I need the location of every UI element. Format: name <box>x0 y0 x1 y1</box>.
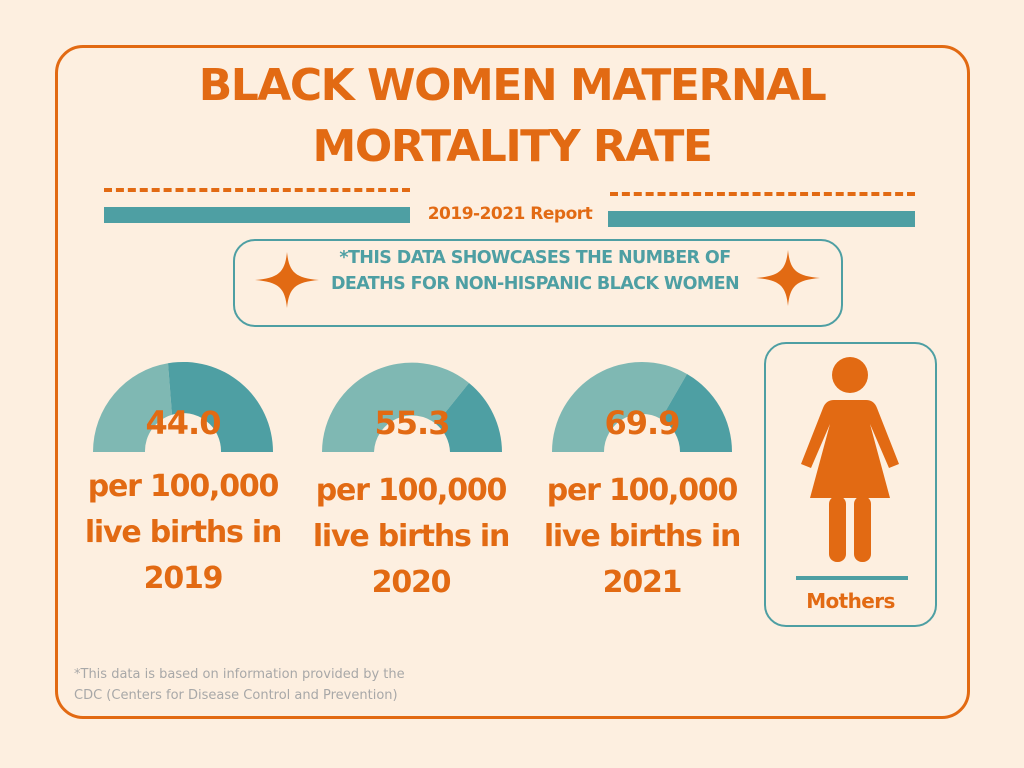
note-box <box>233 239 843 327</box>
woman-figure-icon <box>801 357 899 562</box>
mothers-label: Mothers <box>806 589 895 613</box>
teal-bar-left <box>104 207 410 223</box>
report-label: 2019-2021 Report <box>427 204 593 224</box>
mothers-card <box>764 342 937 627</box>
dashed-rule-left <box>104 188 410 192</box>
stat-caption-line2: live births in <box>312 519 511 554</box>
title-line-2: MORTALITY RATE <box>312 121 713 172</box>
note-text: *THIS DATA SHOWCASES THE NUMBER OF DEATH… <box>330 248 740 294</box>
stat-caption-line1: per 100,000 <box>87 469 280 504</box>
stat-caption: per 100,000 live births in 2021 <box>527 468 757 606</box>
four-point-star-icon <box>756 250 820 306</box>
stat-value: 55.3 <box>374 404 451 442</box>
teal-bar-right <box>608 211 915 227</box>
title-line-1: BLACK WOMEN MATERNAL <box>198 60 827 111</box>
gauge-2019 <box>92 361 273 452</box>
stat-value: 44.0 <box>145 404 222 442</box>
footnote: *This data is based on information provi… <box>74 664 454 706</box>
gauge-2020 <box>322 362 502 452</box>
stat-caption-line2: live births in <box>84 515 283 550</box>
stat-caption-line1: per 100,000 <box>546 473 739 508</box>
stat-caption-line2: live births in <box>543 519 742 554</box>
footnote-line1: *This data is based on information provi… <box>74 667 405 682</box>
mothers-divider <box>796 576 908 580</box>
four-point-star-icon <box>255 252 319 308</box>
stat-caption: per 100,000 live births in 2020 <box>296 468 526 606</box>
stat-caption: per 100,000 live births in 2019 <box>68 464 298 602</box>
stat-year: 2019 <box>143 561 224 596</box>
dashed-rule-right <box>610 192 915 196</box>
stat-value: 69.9 <box>604 404 681 442</box>
gauge-2021 <box>552 361 732 452</box>
stat-year: 2021 <box>602 565 683 600</box>
content-frame <box>55 45 970 719</box>
footnote-line2: CDC (Centers for Disease Control and Pre… <box>74 688 398 703</box>
stat-caption-line1: per 100,000 <box>315 473 508 508</box>
stat-year: 2020 <box>371 565 452 600</box>
